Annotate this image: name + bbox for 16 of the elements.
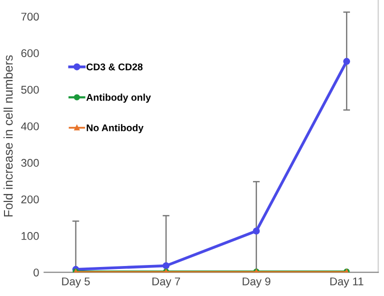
y-tick-label: 200 — [21, 195, 39, 204]
y-tick-label: 400 — [21, 122, 39, 130]
y-tick-label: 0 — [34, 268, 39, 276]
y-tick-label: 100 — [22, 232, 39, 240]
y-tick-label: 600 — [21, 49, 39, 58]
x-tick-label: Day 5 — [62, 278, 90, 288]
legend-label: CD3 & CD28 — [86, 63, 143, 70]
legend-label: No Antibody — [86, 124, 144, 134]
y-tick-label: 500 — [21, 86, 39, 94]
y-tick-label: 300 — [21, 158, 39, 167]
x-tick-label: Day 11 — [330, 278, 364, 288]
legend-label: Antibody only — [86, 94, 151, 103]
y-axis-title: Fold increase in cell numbers — [4, 55, 13, 216]
x-tick-label: Day 9 — [242, 277, 270, 288]
x-tick-label: Day 7 — [152, 278, 180, 288]
y-tick-label: 700 — [21, 12, 39, 21]
